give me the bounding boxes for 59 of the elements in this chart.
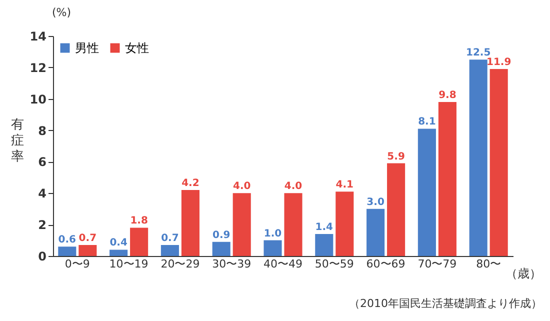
data-label: 12.5 [466, 48, 491, 59]
x-tick-label: 60〜69 [366, 258, 406, 270]
y-tick-label: 0 [38, 250, 46, 264]
bar [110, 250, 128, 256]
data-label: 1.4 [315, 222, 334, 233]
bar [366, 208, 385, 256]
bar [78, 245, 97, 256]
data-label: 3.0 [366, 196, 384, 208]
x-axis-title: （歳） [506, 266, 542, 280]
bar [160, 245, 179, 256]
x-tick-label: 70〜79 [418, 258, 457, 270]
data-label: 4.0 [284, 181, 302, 192]
y-tick-label: 8 [38, 124, 46, 138]
x-tick-label: 0〜9 [64, 258, 90, 270]
y-tick-label: 4 [38, 186, 46, 201]
bar [469, 60, 488, 256]
x-tick-label: 80〜 [476, 258, 502, 270]
x-tick-label: 20〜29 [160, 258, 200, 270]
legend-label: 男性 [75, 41, 99, 55]
bar [284, 193, 302, 256]
data-label: 9.8 [438, 90, 456, 101]
bar [130, 228, 148, 256]
bar [315, 234, 334, 256]
text: (%) [52, 6, 72, 19]
bar [264, 240, 282, 256]
data-label: 0.6 [58, 234, 76, 246]
y-tick-label: 2 [38, 218, 46, 232]
data-label: 4.1 [336, 180, 354, 191]
bar [336, 192, 354, 256]
y-tick-label: 14 [30, 30, 46, 44]
x-tick-label: 10〜19 [109, 258, 148, 270]
data-label: 4.2 [182, 178, 200, 189]
bar [438, 102, 456, 256]
bar [232, 193, 251, 256]
y-axis-title: 有症率 [11, 118, 24, 164]
bar [58, 246, 76, 256]
data-label: 11.9 [486, 57, 512, 68]
bar [212, 242, 230, 256]
x-tick-label: 30〜39 [212, 258, 252, 270]
y-tick-label: 12 [30, 60, 46, 75]
data-label: 4.0 [232, 181, 251, 192]
legend-label: 女性 [125, 41, 149, 55]
bar [181, 190, 200, 256]
data-label: 8.1 [418, 116, 436, 128]
data-label: 1.0 [264, 228, 282, 240]
bar [418, 128, 436, 256]
data-label: 0.7 [78, 233, 97, 244]
y-tick-label: 6 [38, 155, 46, 170]
x-tick-label: 40〜49 [264, 258, 302, 270]
text: （2010年国民生活基礎調査より作成） [349, 296, 542, 311]
bar [387, 163, 406, 256]
bar [490, 69, 508, 256]
data-label: 1.8 [130, 216, 148, 227]
data-label: 0.9 [212, 230, 230, 241]
y-tick-label: 10 [30, 92, 46, 106]
data-label: 5.9 [387, 151, 405, 162]
data-label: 0.4 [110, 238, 128, 249]
data-label: 0.7 [161, 233, 179, 244]
x-tick-label: 50〜59 [314, 258, 354, 270]
